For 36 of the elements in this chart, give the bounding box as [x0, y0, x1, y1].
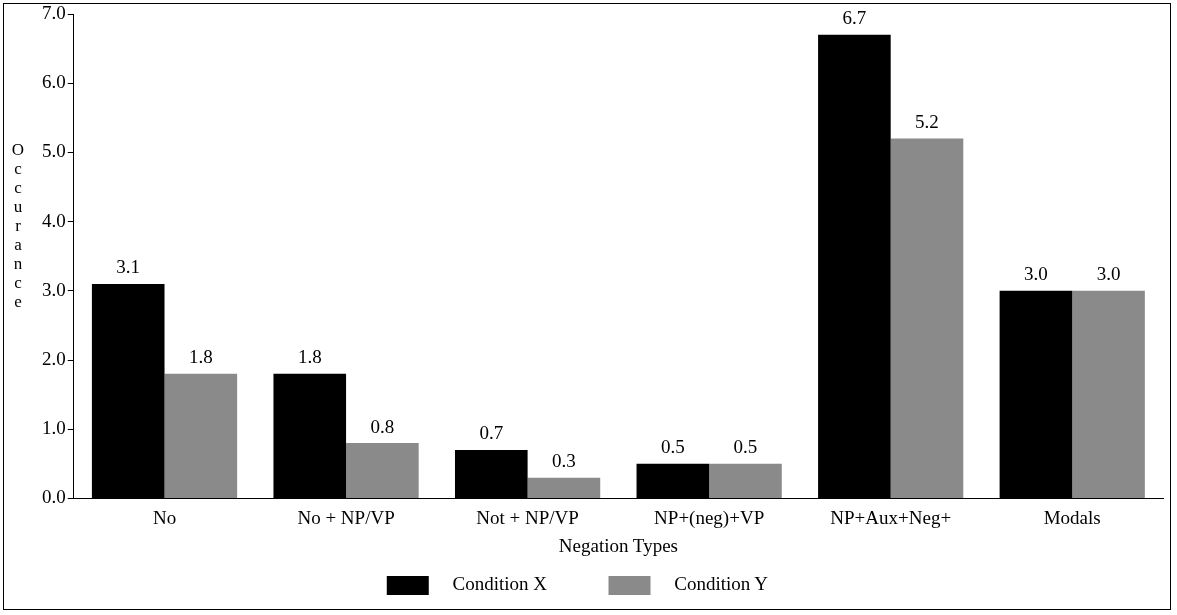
- data-label: 0.5: [733, 436, 758, 458]
- bar: [527, 477, 601, 498]
- data-label: 1.8: [297, 346, 322, 368]
- y-tick-label: 7.0: [42, 1, 66, 23]
- y-tick-label: 4.0: [42, 209, 66, 231]
- x-tick-label: No + NP/VP: [297, 506, 395, 528]
- y-tick-label: 3.0: [42, 278, 66, 300]
- y-tick-label: 0.0: [42, 486, 66, 508]
- x-tick-label: NP+(neg)+VP: [654, 506, 765, 529]
- data-label: 0.7: [479, 422, 504, 444]
- legend-label: Condition X: [438, 573, 595, 595]
- data-label: 6.7: [842, 7, 867, 29]
- data-label: 3.0: [1024, 263, 1048, 285]
- data-label: 3.0: [1096, 263, 1121, 285]
- bar: [890, 138, 964, 498]
- legend-label: Condition Y: [660, 573, 815, 595]
- x-tick-label: Modals: [1043, 506, 1101, 528]
- bar: [1072, 290, 1145, 498]
- data-label: 0.3: [552, 450, 576, 472]
- y-tick-label: 6.0: [42, 71, 66, 93]
- data-label: 0.8: [370, 415, 395, 437]
- x-tick-label: No: [152, 506, 177, 528]
- bar: [164, 373, 238, 498]
- bar: [709, 463, 782, 498]
- data-label: 3.1: [116, 256, 141, 278]
- y-axis-title: Occurance: [8, 140, 29, 311]
- x-tick-label: Not + NP/VP: [476, 506, 579, 528]
- x-tick-label: NP+Aux+Neg+: [830, 506, 952, 528]
- data-label: 0.5: [660, 436, 685, 458]
- y-tick-label: 5.0: [42, 140, 66, 162]
- data-label: 5.2: [915, 111, 939, 133]
- y-tick-label: 2.0: [42, 347, 66, 369]
- bar: [346, 443, 419, 498]
- y-tick-label: 1.0: [42, 417, 66, 439]
- data-label: 1.8: [188, 346, 213, 368]
- x-axis-title: Negation Types: [558, 534, 678, 556]
